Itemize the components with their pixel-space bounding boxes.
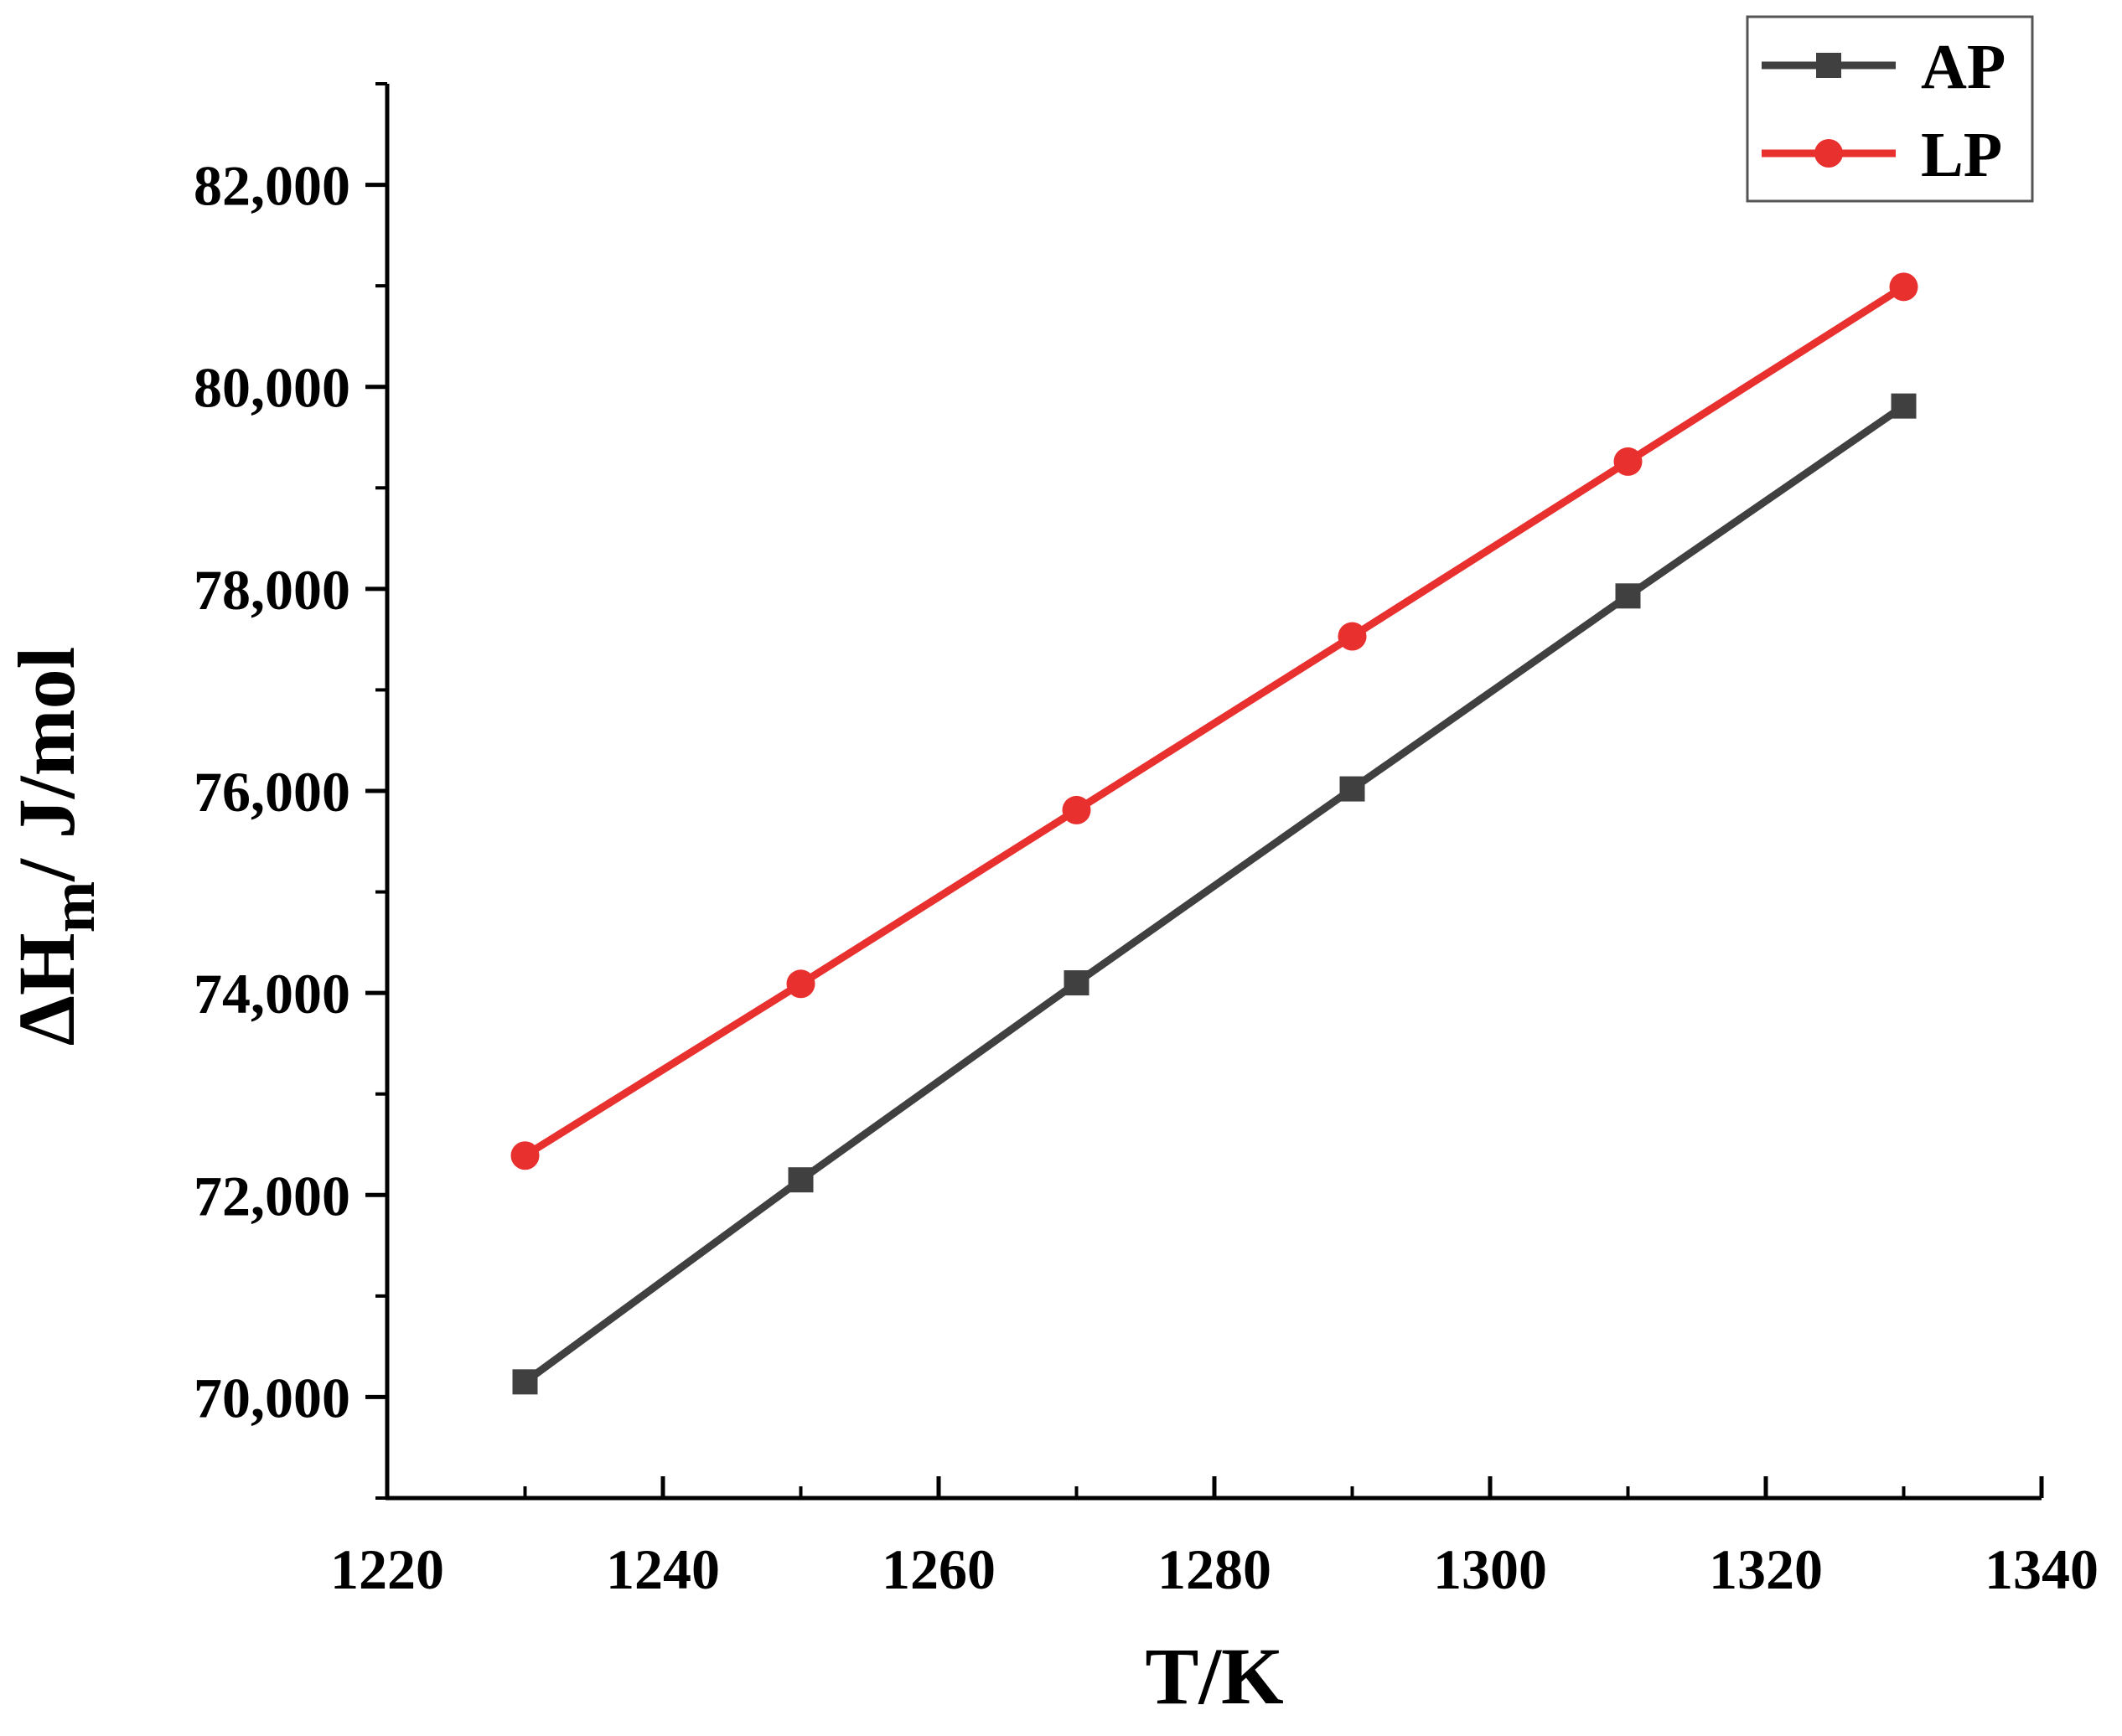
x-tick-label: 1240 (606, 1537, 720, 1601)
x-tick-label: 1260 (882, 1537, 996, 1601)
x-axis-title: T/K (1145, 1631, 1283, 1721)
data-point-ap (1339, 776, 1365, 802)
legend: AP LP (1746, 15, 2034, 203)
data-point-lp (1338, 622, 1367, 651)
y-axis-title-delta: ΔH (2, 933, 91, 1046)
y-axis-title-subscript: m (39, 881, 108, 933)
legend-label-ap: AP (1921, 32, 2006, 102)
data-point-ap (788, 1167, 814, 1193)
y-axis-title: ΔHm/ J/mol (2, 647, 108, 1046)
data-point-lp (510, 1141, 540, 1170)
data-point-ap (1891, 393, 1917, 419)
y-axis-ticks: 70,000 72,000 74,000 76,000 78,000 80,000 82,0… (194, 82, 387, 1500)
axes (385, 84, 2042, 1501)
legend-box (1746, 15, 2034, 203)
series-line-lp (523, 283, 1906, 1160)
y-tick-label: 76,000 (194, 760, 350, 824)
x-tick-label: 1280 (1157, 1537, 1271, 1601)
data-point-ap (1064, 970, 1089, 996)
series-line-ap (522, 402, 1907, 1385)
data-point-lp (1613, 447, 1643, 476)
data-point-lp (1062, 795, 1091, 824)
y-tick-label: 78,000 (194, 558, 350, 622)
x-tick-label: 1300 (1433, 1537, 1547, 1601)
y-tick-label: 82,000 (194, 154, 350, 218)
y-axis-title-unit: / J/mol (2, 647, 91, 882)
series-layer (510, 272, 1918, 1395)
x-tick-label: 1340 (1985, 1537, 2099, 1601)
x-axis-ticks: 1220 1240 1260 1280 1300 1320 1340 (330, 1476, 2099, 1601)
y-tick-label: 80,000 (194, 356, 350, 420)
data-point-ap (1615, 583, 1641, 609)
legend-marker-ap (1816, 53, 1841, 78)
y-tick-label: 72,000 (194, 1164, 350, 1227)
y-tick-label: 70,000 (194, 1366, 350, 1429)
y-tick-label: 74,000 (194, 962, 350, 1026)
x-tick-label: 1320 (1709, 1537, 1823, 1601)
x-tick-label: 1220 (330, 1537, 444, 1601)
data-point-lp (786, 969, 815, 999)
data-point-lp (1889, 272, 1918, 302)
legend-label-lp: LP (1921, 120, 2002, 190)
data-point-ap (512, 1369, 538, 1395)
legend-marker-lp (1814, 139, 1843, 168)
